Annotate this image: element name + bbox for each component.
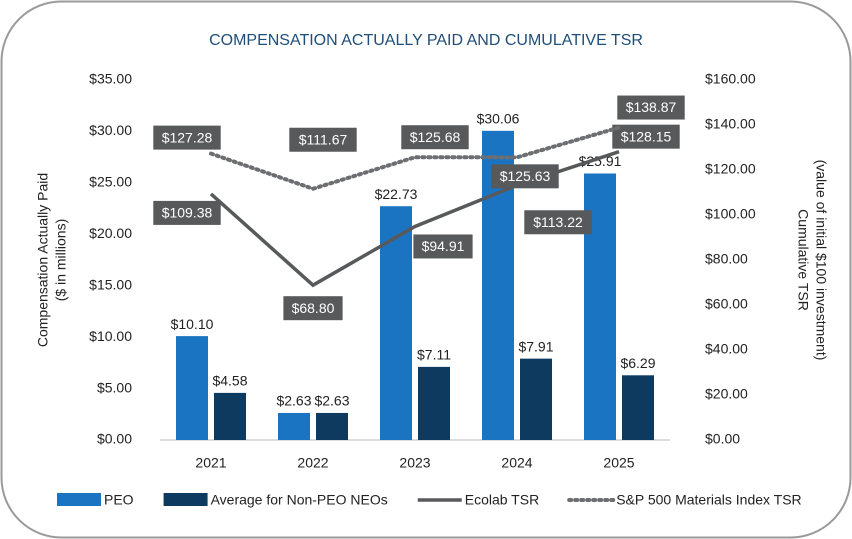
x-tick-label: 2021 (195, 455, 226, 471)
x-tick-label: 2023 (399, 455, 430, 471)
bar-value-label: $7.11 (417, 347, 451, 363)
y2-tick-label: $120.00 (705, 161, 756, 177)
bar-value-label: $4.58 (212, 373, 247, 389)
y-tick-label: $10.00 (89, 328, 132, 344)
line-value-label: $94.91 (422, 238, 465, 254)
line-value-label: $125.63 (500, 168, 551, 184)
y2-tick-label: $20.00 (705, 386, 748, 402)
line-label-box (401, 125, 469, 150)
y-tick-label: $20.00 (89, 225, 132, 241)
y-tick-label: $5.00 (97, 379, 132, 395)
y-axis-title: ($ in millions) (53, 219, 69, 301)
line-value-label: $127.28 (162, 129, 213, 145)
line-label-box (283, 296, 343, 321)
legend-swatch (163, 493, 208, 506)
y2-axis-title: Cumulative TSR (795, 209, 811, 311)
line-value-label: $109.38 (162, 205, 213, 221)
line-value-label: $68.80 (292, 300, 335, 316)
y2-tick-label: $160.00 (705, 71, 756, 87)
line-label-box (153, 125, 221, 150)
bar-value-label: $25.91 (579, 153, 622, 169)
y-axis-title: Compensation Actually Paid (35, 173, 51, 347)
bar (214, 392, 246, 440)
line-value-label: $128.15 (621, 128, 672, 144)
y2-tick-label: $80.00 (705, 251, 748, 267)
line-label-box (524, 210, 592, 235)
bar-value-label: $2.63 (276, 393, 311, 409)
x-tick-label: 2025 (603, 455, 634, 471)
legend-swatch (57, 493, 101, 506)
line-value-label: $111.67 (299, 131, 348, 147)
bar (316, 412, 348, 440)
line-value-label: $125.68 (410, 129, 461, 145)
bar-value-label: $10.10 (171, 316, 214, 332)
y2-axis-title: (value of initial $100 investment) (813, 160, 829, 361)
legend-label: PEO (104, 492, 134, 508)
x-tick-label: 2022 (297, 455, 328, 471)
bar-value-label: $7.91 (518, 338, 553, 354)
y2-tick-label: $140.00 (705, 116, 756, 132)
y-tick-label: $30.00 (89, 122, 132, 138)
line-label-box (413, 234, 473, 259)
y-tick-label: $15.00 (89, 276, 132, 292)
line-label-box (491, 164, 559, 189)
legend-label: Average for Non-PEO NEOs (211, 492, 388, 508)
y2-tick-label: $60.00 (705, 296, 748, 312)
line-label-box (289, 127, 357, 152)
bar (520, 358, 552, 440)
line-value-label: $113.22 (533, 214, 583, 230)
y-tick-label: $25.00 (89, 174, 132, 190)
bar (622, 375, 654, 440)
bar (380, 206, 412, 440)
bar-value-label: $30.06 (477, 111, 520, 127)
y2-tick-label: $0.00 (705, 431, 740, 447)
line (209, 125, 621, 191)
line-label-box (617, 95, 685, 120)
line-label-box (153, 200, 221, 225)
bar (418, 366, 450, 440)
y-tick-label: $0.00 (97, 431, 132, 447)
legend-label: Ecolab TSR (465, 492, 539, 508)
bar-value-label: $22.73 (375, 186, 418, 202)
y2-tick-label: $40.00 (705, 341, 748, 357)
bar-value-label: $6.29 (620, 355, 655, 371)
x-tick-label: 2024 (501, 455, 532, 471)
y2-tick-label: $100.00 (705, 206, 756, 222)
bar-value-label: $2.63 (314, 393, 349, 409)
y-tick-label: $35.00 (89, 71, 132, 87)
line-value-label: $138.87 (626, 99, 677, 115)
bar (176, 336, 208, 440)
chart-title: COMPENSATION ACTUALLY PAID AND CUMULATIV… (209, 32, 643, 49)
legend-label: S&P 500 Materials Index TSR (616, 492, 801, 508)
line-label-box (612, 124, 680, 149)
bar (278, 412, 310, 440)
